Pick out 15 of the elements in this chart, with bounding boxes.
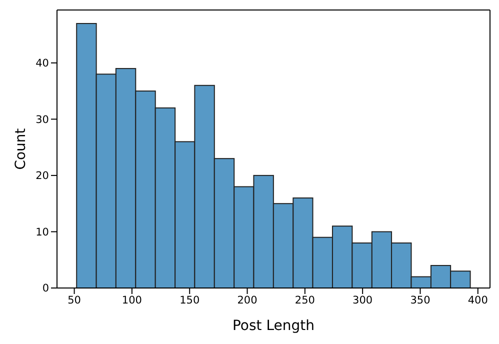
y-tick-label: 30 xyxy=(36,114,49,126)
x-tick-label: 200 xyxy=(237,294,258,306)
y-tick-label: 0 xyxy=(42,282,49,295)
x-tick-label: 350 xyxy=(410,294,430,306)
x-tick-label: 300 xyxy=(352,294,373,306)
x-axis-title: Post Length xyxy=(232,318,315,334)
x-tick-label: 150 xyxy=(180,294,200,306)
y-tick-label: 20 xyxy=(36,170,49,182)
x-tick-label: 50 xyxy=(68,294,81,306)
x-tick-label: 250 xyxy=(294,294,315,306)
x-tick-label: 400 xyxy=(468,294,488,306)
y-tick-label: 10 xyxy=(36,226,49,238)
x-tick-label: 100 xyxy=(122,294,142,306)
y-tick-label: 40 xyxy=(36,58,49,70)
y-axis-title: Count xyxy=(12,128,29,170)
